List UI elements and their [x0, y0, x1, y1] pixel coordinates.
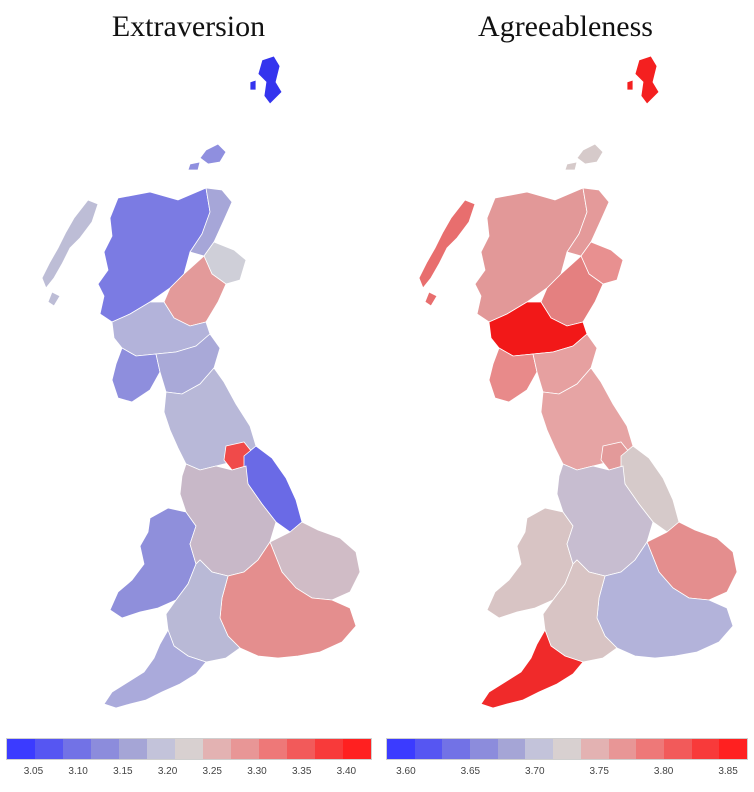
scale-swatch: [119, 739, 147, 759]
extraversion-panel: Extraversion 3.05 3.10 3.15 3.20 3.25 3.30 3.3…: [6, 10, 372, 782]
region-southwest-scot: [488, 347, 538, 403]
region-devon: [103, 629, 207, 709]
scale-swatch: [497, 739, 526, 759]
scale-swatch: [719, 739, 747, 759]
tick-label: 3.05: [23, 766, 44, 777]
map-title: Agreeableness: [478, 10, 653, 43]
color-scale: [386, 738, 748, 760]
scale-ticks: 3.60 3.65 3.70 3.75 3.80 3.85: [386, 766, 748, 782]
tick-label: 3.35: [291, 766, 312, 777]
map-title: Extraversion: [111, 10, 266, 43]
region-hebrides: [41, 199, 99, 307]
scale-swatch: [414, 739, 443, 759]
scale-swatch: [63, 739, 91, 759]
tick-label: 3.40: [336, 766, 357, 777]
agreeableness-map: [418, 55, 738, 709]
scale-ticks: 3.05 3.10 3.15 3.20 3.25 3.30 3.35 3.40: [6, 766, 372, 782]
scale-swatch: [387, 739, 415, 759]
tick-label: 3.15: [113, 766, 133, 777]
scale-swatch: [175, 739, 203, 759]
scale-swatch: [203, 739, 231, 759]
scale-swatch: [525, 739, 554, 759]
scale-swatch: [7, 739, 35, 759]
scale-swatch: [91, 739, 119, 759]
tick-label: 3.75: [589, 766, 609, 777]
scale-swatch: [147, 739, 175, 759]
tick-label: 3.10: [68, 766, 88, 777]
scale-swatch: [580, 739, 609, 759]
region-hebrides: [418, 199, 476, 307]
scale-swatch: [608, 739, 637, 759]
scale-swatch: [691, 739, 720, 759]
agreeableness-panel: Agreeableness 3.60 3.65 3.70 3.75 3.80 3.85: [377, 0, 754, 792]
tick-label: 3.60: [396, 766, 416, 777]
scale-swatch: [315, 739, 343, 759]
region-orkney: [187, 143, 227, 171]
tick-label: 3.30: [247, 766, 267, 777]
region-shetland: [249, 55, 283, 105]
tick-label: 3.80: [653, 766, 674, 777]
scale-swatch: [343, 739, 371, 759]
scale-swatch: [553, 739, 581, 759]
region-shetland: [626, 55, 660, 105]
scale-swatch: [231, 739, 259, 759]
scale-swatch: [663, 739, 692, 759]
scale-swatch: [35, 739, 63, 759]
extraversion-map: [41, 55, 361, 709]
region-lincolnshire: [243, 445, 303, 533]
region-orkney: [564, 143, 604, 171]
region-southwest-scot: [111, 347, 161, 403]
tick-label: 3.20: [157, 766, 178, 777]
scale-swatch: [259, 739, 287, 759]
tick-label: 3.85: [718, 766, 738, 777]
region-lincolnshire: [620, 445, 680, 533]
scale-swatch: [287, 739, 315, 759]
scale-swatch: [442, 739, 471, 759]
tick-label: 3.65: [460, 766, 481, 777]
scale-swatch: [470, 739, 498, 759]
color-scale: [6, 738, 372, 760]
tick-label: 3.70: [525, 766, 545, 777]
region-devon: [480, 629, 584, 709]
scale-swatch: [636, 739, 664, 759]
tick-label: 3.25: [202, 766, 222, 777]
